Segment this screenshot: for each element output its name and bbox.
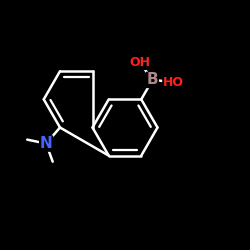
Text: B: B — [147, 72, 158, 87]
Text: HO: HO — [163, 76, 184, 88]
Text: OH: OH — [130, 56, 151, 70]
Text: N: N — [40, 136, 52, 151]
